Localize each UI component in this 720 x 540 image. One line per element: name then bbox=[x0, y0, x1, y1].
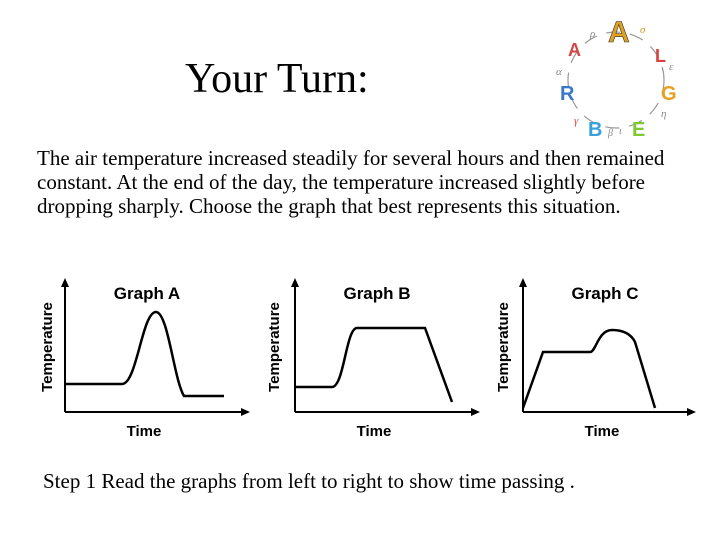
graph-a-xlabel: Time bbox=[127, 423, 162, 440]
graph-a-title: Graph A bbox=[114, 284, 180, 303]
graph-b-y-arrow bbox=[291, 278, 299, 287]
slide-title: Your Turn: bbox=[185, 56, 369, 102]
graph-c-ylabel: Temperature bbox=[495, 302, 512, 392]
logo-greek-alpha: α bbox=[556, 66, 562, 78]
graph-a-ylabel: Temperature bbox=[39, 302, 56, 392]
logo-letter-g: G bbox=[661, 83, 677, 105]
logo-greek-gamma: γ bbox=[574, 115, 579, 127]
algebra-logo: A L G E B R A ρ σ ε η ι β γ α bbox=[548, 12, 688, 142]
graph-b-x-arrow bbox=[471, 408, 480, 416]
graph-a[interactable]: Graph A Temperature Time bbox=[32, 272, 252, 447]
logo-letter-e: E bbox=[632, 119, 645, 141]
graph-c-y-arrow bbox=[519, 278, 527, 287]
graph-b-title: Graph B bbox=[343, 284, 410, 303]
graph-b[interactable]: Graph B Temperature Time bbox=[262, 272, 482, 447]
logo-greek-iota: ι bbox=[619, 126, 622, 137]
graph-a-svg: Graph A Temperature Time bbox=[39, 278, 250, 440]
graph-b-xlabel: Time bbox=[357, 423, 392, 440]
logo-letter-a-left: A bbox=[568, 40, 581, 60]
logo-ring bbox=[567, 31, 665, 129]
graph-a-curve bbox=[65, 310, 224, 398]
graph-c-curve bbox=[521, 328, 657, 409]
graph-b-ylabel: Temperature bbox=[266, 302, 283, 392]
logo-greek-rho: ρ bbox=[589, 28, 595, 40]
graph-a-x-arrow bbox=[241, 408, 250, 416]
graph-b-svg: Graph B Temperature Time bbox=[266, 278, 480, 440]
graph-a-y-arrow bbox=[61, 278, 69, 287]
logo-letter-b: B bbox=[588, 119, 602, 141]
logo-greek-beta: β bbox=[607, 128, 613, 139]
graph-c[interactable]: Graph C Temperature Time bbox=[490, 272, 710, 447]
logo-letter-a-top: A bbox=[608, 16, 630, 49]
logo-letter-r: R bbox=[560, 83, 575, 105]
graph-c-xlabel: Time bbox=[585, 423, 620, 440]
logo-greek-eta: η bbox=[661, 108, 666, 120]
graph-c-svg: Graph C Temperature Time bbox=[495, 278, 696, 440]
step-instruction: Step 1 Read the graphs from left to righ… bbox=[43, 469, 575, 493]
algebra-logo-graphic: A L G E B R A ρ σ ε η ι β γ α bbox=[556, 16, 677, 141]
question-text: The air temperature increased steadily f… bbox=[37, 146, 665, 218]
graph-b-curve bbox=[295, 326, 454, 403]
logo-greek-epsilon: ε bbox=[669, 61, 674, 73]
graph-c-x-arrow bbox=[687, 408, 696, 416]
logo-greek-sigma: σ bbox=[640, 24, 646, 36]
graph-c-title: Graph C bbox=[571, 284, 638, 303]
logo-letter-l: L bbox=[655, 46, 666, 66]
